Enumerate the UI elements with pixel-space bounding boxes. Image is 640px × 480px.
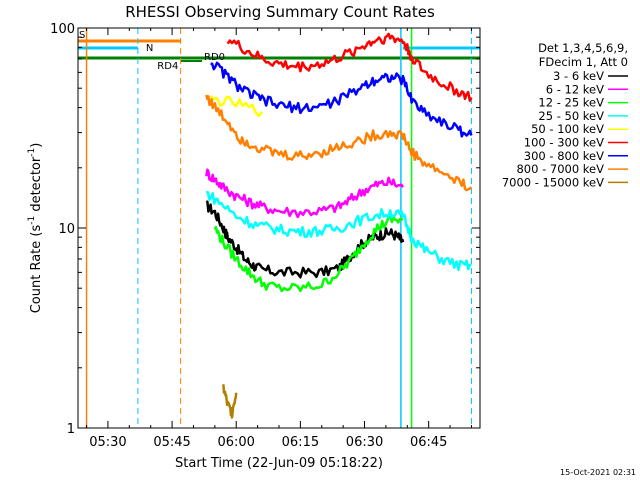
series-line [213,214,404,293]
legend-header-1: Det 1,3,4,5,6,9, [538,41,628,55]
legend: Det 1,3,4,5,6,9, FDecim 1, Att 0 3 - 6 k… [502,41,628,189]
y-tick-label: 10 [58,222,75,237]
y-tick-label: 100 [50,22,75,37]
x-axis-label: Start Time (22-Jun-09 05:18:22) [175,456,383,471]
y-axis-label-main: Count Rate (s [29,225,44,314]
y-axis-ticks: 1 10 100 [50,22,480,437]
legend-entry-label: 12 - 25 keV [538,96,604,110]
legend-entry-label: 3 - 6 keV [553,69,604,83]
legend-entry-label: 100 - 300 keV [524,136,604,150]
series-line [222,384,238,419]
y-axis-label-sup2: -1 [27,148,37,157]
y-axis-label-end: ) [29,143,44,148]
y-axis-label: Count Rate (s-1 detector-1) [27,143,44,314]
legend-entry-label: 7000 - 15000 keV [502,175,604,189]
y-tick-label: 1 [67,422,75,437]
legend-entry-label: 50 - 100 keV [531,122,604,136]
series-line [205,168,405,219]
series-line [210,61,473,138]
series-line [205,94,473,192]
annotation-label: N [146,43,153,54]
series-line [226,32,473,102]
series-layer [205,32,473,419]
x-tick-label: 06:45 [410,435,447,450]
x-tick-label: 06:30 [346,435,383,450]
y-axis-label-sup: -1 [27,216,37,225]
annotation-label: S [79,30,85,41]
x-axis-ticks: 05:30 05:45 06:00 06:15 06:30 06:45 [86,28,472,450]
legend-entry-label: 25 - 50 keV [538,109,604,123]
y-axis-label-mid: detector [29,156,44,216]
x-tick-label: 05:45 [153,435,190,450]
legend-entry-label: 300 - 800 keV [524,149,604,163]
series-line [205,190,472,272]
chart-title: RHESSI Observing Summary Count Rates [125,3,435,21]
legend-entry-label: 6 - 12 keV [546,82,604,96]
legend-header-2: FDecim 1, Att 0 [539,55,628,69]
x-tick-label: 05:30 [89,435,126,450]
annotation-label: RD4 [157,61,178,72]
generation-timestamp: 15-Oct-2021 02:31 [560,468,636,477]
series-line [209,95,263,118]
annotation-label: RD0 [204,52,225,63]
series-line [205,200,405,279]
legend-entry-label: 800 - 7000 keV [516,162,604,176]
x-tick-label: 06:15 [282,435,319,450]
x-tick-label: 06:00 [217,435,254,450]
